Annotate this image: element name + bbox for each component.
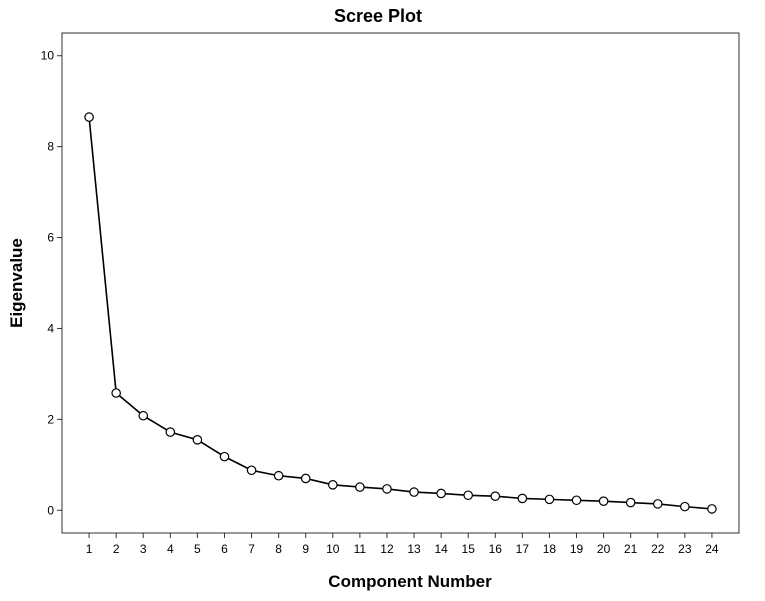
eigenvalue-point xyxy=(463,490,473,501)
x-tick-label: 11 xyxy=(354,542,367,556)
y-tick-label: 8 xyxy=(47,140,54,154)
y-tick-label: 4 xyxy=(47,321,54,335)
eigenvalue-point xyxy=(219,451,230,462)
y-axis-label: Eigenvalue xyxy=(7,238,26,328)
chart-title: Scree Plot xyxy=(334,6,422,26)
eigenvalue-point xyxy=(707,504,717,514)
y-tick-label: 2 xyxy=(47,412,54,426)
eigenvalue-point xyxy=(165,427,176,437)
eigenvalue-point xyxy=(246,465,257,476)
eigenvalue-point xyxy=(111,388,121,398)
x-tick-label: 10 xyxy=(326,542,340,556)
eigenvalue-point xyxy=(84,112,94,122)
eigenvalue-point xyxy=(490,491,501,501)
y-tick-label: 0 xyxy=(47,503,54,517)
eigenvalue-point xyxy=(409,487,419,497)
x-tick-label: 24 xyxy=(705,542,719,556)
eigenvalue-point xyxy=(300,473,311,484)
x-tick-label: 22 xyxy=(651,542,665,556)
eigenvalue-point xyxy=(355,482,365,492)
x-tick-label: 20 xyxy=(597,542,611,556)
y-axis: 0 2 4 6 8 10 xyxy=(41,49,62,517)
x-tick-label: 15 xyxy=(462,542,476,556)
eigenvalue-point xyxy=(517,493,528,504)
eigenvalue-point xyxy=(436,488,446,499)
x-tick-label: 5 xyxy=(194,542,201,556)
x-axis: 1 2 3 4 5 6 7 8 9 10 11 12 13 14 15 16 17 18 19 20 21 22 23 24 xyxy=(86,533,719,556)
eigenvalue-point xyxy=(327,480,338,490)
eigenvalue-point xyxy=(625,497,636,508)
x-tick-label: 12 xyxy=(380,542,394,556)
x-tick-label: 14 xyxy=(434,542,448,556)
y-tick-label: 10 xyxy=(41,49,55,63)
eigenvalue-point xyxy=(571,495,582,506)
y-tick-label: 6 xyxy=(47,231,54,245)
x-tick-label: 18 xyxy=(543,542,557,556)
x-tick-label: 2 xyxy=(113,542,120,556)
x-tick-label: 8 xyxy=(275,542,282,556)
eigenvalue-series xyxy=(84,112,717,514)
eigenvalue-point xyxy=(138,410,149,421)
x-tick-label: 23 xyxy=(678,542,692,556)
x-tick-label: 9 xyxy=(302,542,309,556)
eigenvalue-point xyxy=(652,499,663,509)
x-axis-label: Component Number xyxy=(328,572,492,591)
eigenvalue-point xyxy=(544,494,555,505)
x-tick-label: 3 xyxy=(140,542,147,556)
eigenvalue-point xyxy=(680,501,690,512)
x-tick-label: 6 xyxy=(221,542,228,556)
x-tick-label: 1 xyxy=(86,542,93,556)
x-tick-label: 19 xyxy=(570,542,584,556)
x-tick-label: 7 xyxy=(248,542,255,556)
x-tick-label: 17 xyxy=(516,542,530,556)
eigenvalue-point xyxy=(273,470,284,481)
plot-frame xyxy=(61,32,740,534)
eigenvalue-point xyxy=(382,484,392,494)
eigenvalue-line xyxy=(88,117,712,510)
x-tick-label: 4 xyxy=(167,542,174,556)
x-tick-label: 16 xyxy=(489,542,503,556)
x-tick-label: 13 xyxy=(407,542,421,556)
x-tick-label: 21 xyxy=(624,542,638,556)
eigenvalue-point xyxy=(598,496,609,506)
eigenvalue-point xyxy=(192,435,203,445)
